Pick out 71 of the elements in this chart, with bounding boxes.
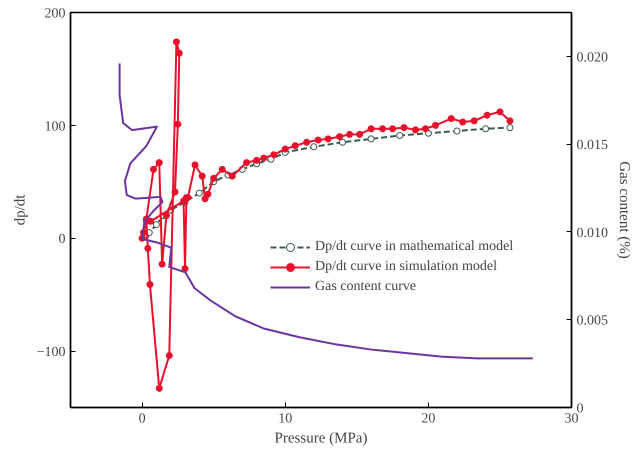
point [260, 154, 268, 162]
point [356, 130, 364, 138]
point [482, 125, 490, 132]
point [196, 190, 203, 197]
point [198, 172, 206, 180]
y-axis-title: dp/dt [12, 194, 29, 226]
point [448, 115, 455, 122]
point [172, 38, 180, 46]
line-series [118, 62, 534, 360]
point [156, 384, 163, 392]
point [210, 174, 218, 182]
point [422, 125, 429, 132]
point [144, 244, 152, 252]
point [282, 146, 289, 153]
x-tick-label: 10 [278, 412, 292, 426]
y-tick-label: 0 [58, 232, 66, 248]
y2-tick-label: 0.005 [576, 314, 608, 329]
point [162, 212, 170, 220]
point [253, 156, 260, 164]
x-tick-label: 20 [421, 412, 436, 426]
point [506, 124, 514, 132]
legend-label: Dp/dt curve in mathematical model [315, 239, 514, 255]
point [150, 166, 158, 173]
point [166, 352, 173, 360]
y2-axis-title: Gas content (%) [616, 161, 632, 259]
point [506, 117, 514, 124]
point [396, 132, 404, 140]
y2-tick-label: 0.020 [576, 50, 608, 66]
point [346, 130, 354, 138]
point [310, 143, 318, 150]
point [496, 108, 504, 116]
point [379, 125, 386, 132]
point [368, 125, 375, 132]
x-tick-label: 0 [138, 412, 146, 426]
y2-tick-label: 0.015 [576, 138, 608, 154]
point [192, 161, 199, 168]
point [389, 125, 396, 132]
point [228, 172, 236, 180]
point [171, 188, 178, 196]
y2-tick-label: 0.010 [576, 226, 608, 241]
point [182, 265, 189, 272]
point [453, 128, 460, 134]
y-tick-label: 100 [44, 119, 66, 134]
point [459, 118, 466, 126]
point [432, 122, 440, 129]
point [336, 133, 344, 140]
point [292, 142, 299, 150]
point [412, 126, 419, 134]
legend-label: Dp/dt curve in simulation model [315, 259, 497, 275]
point [156, 159, 163, 166]
y2-tick-label: 0 [576, 402, 584, 416]
point [324, 135, 332, 142]
x-tick-label: 30 [564, 412, 578, 426]
y-tick-label: 200 [44, 6, 66, 22]
x-axis-title: Pressure (MPa) [274, 430, 368, 446]
point [158, 260, 166, 268]
point [146, 280, 154, 288]
point [470, 117, 478, 124]
point [314, 136, 322, 144]
point [400, 124, 408, 132]
point [204, 190, 212, 198]
legend-label: Gas content curve [315, 279, 416, 295]
point [368, 135, 375, 142]
point [218, 166, 226, 173]
point [152, 221, 160, 228]
y-tick-label: −100 [36, 345, 66, 360]
point [303, 138, 310, 146]
point [484, 112, 491, 119]
point [270, 151, 278, 158]
point [338, 138, 346, 146]
point [243, 159, 250, 166]
